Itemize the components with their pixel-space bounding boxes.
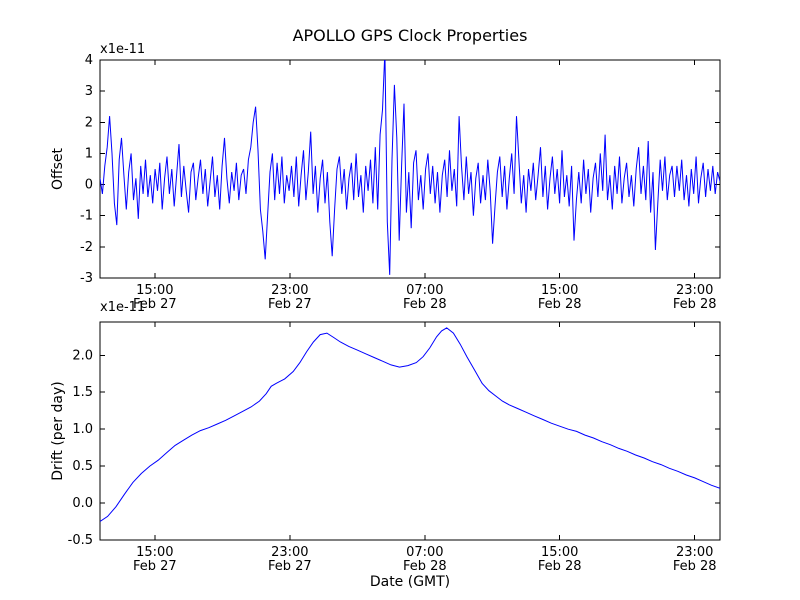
y-tick-label: 3 xyxy=(85,84,93,99)
y-tick-label: -2 xyxy=(80,240,93,255)
x-tick-label: 23:00 Feb 28 xyxy=(673,545,717,574)
y-tick-label: 1 xyxy=(85,146,93,161)
offset-plot-trace xyxy=(100,60,720,275)
drift-plot-trace xyxy=(100,327,720,522)
y-tick-label: 0 xyxy=(85,178,93,193)
x-tick-label: 23:00 Feb 27 xyxy=(268,283,312,312)
x-tick-label: 07:00 Feb 28 xyxy=(403,545,447,574)
y-tick-label: 2.0 xyxy=(72,348,93,363)
x-tick-label: 15:00 Feb 27 xyxy=(133,283,177,312)
drift-scale-label: x1e-11 xyxy=(100,300,146,315)
axes-frame xyxy=(99,59,721,279)
x-tick-label: 07:00 Feb 28 xyxy=(403,283,447,312)
y-tick-label: 1.0 xyxy=(72,422,93,437)
y-tick-label: 1.5 xyxy=(72,385,93,400)
x-tick-label: 15:00 Feb 28 xyxy=(538,283,582,312)
x-tick-label: 15:00 Feb 28 xyxy=(538,545,582,574)
offset-scale-label: x1e-11 xyxy=(100,42,146,57)
y-tick-label: -3 xyxy=(80,271,93,286)
x-tick-label: 15:00 Feb 27 xyxy=(133,545,177,574)
x-axis-label: Date (GMT) xyxy=(369,574,451,590)
y-tick-label: -1 xyxy=(80,209,93,224)
axes-frame xyxy=(99,321,721,541)
y-tick-label: 4 xyxy=(85,53,93,68)
y-tick-label: 2 xyxy=(85,115,93,130)
y-tick-label: -0.5 xyxy=(68,533,93,548)
chart-title: APOLLO GPS Clock Properties xyxy=(292,26,528,45)
y-tick-label: 0.0 xyxy=(72,496,93,511)
x-tick-label: 23:00 Feb 28 xyxy=(673,283,717,312)
x-tick-label: 23:00 Feb 27 xyxy=(268,545,312,574)
y-tick-label: 0.5 xyxy=(72,459,93,474)
